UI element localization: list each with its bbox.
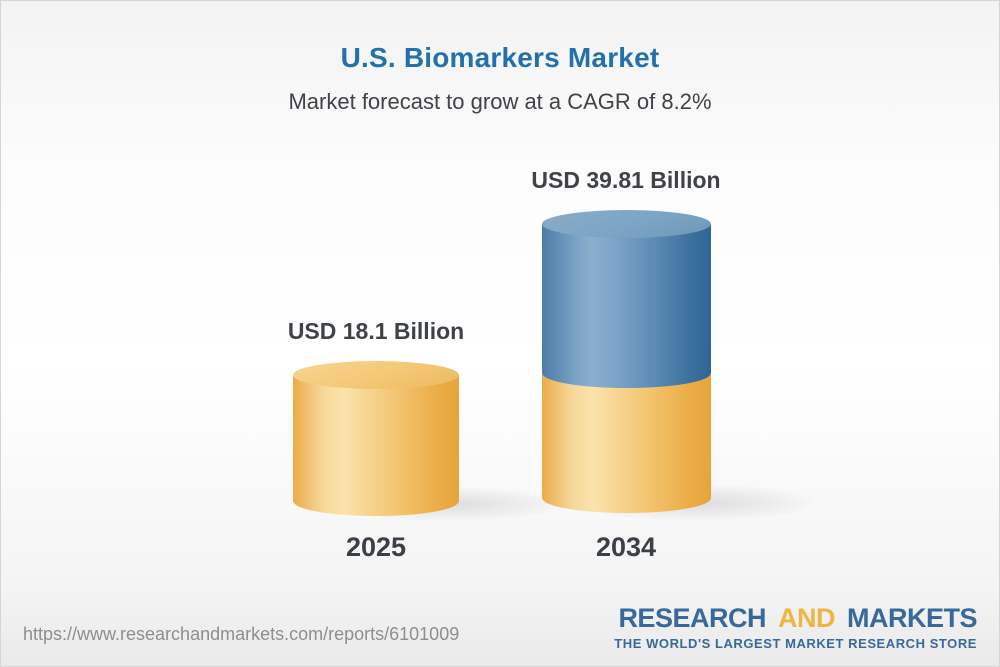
logo-word-research: RESEARCH <box>618 603 766 633</box>
category-label-2025: 2025 <box>345 532 407 562</box>
bar-2034 <box>542 210 711 513</box>
report-url-link[interactable]: https://www.researchandmarkets.com/repor… <box>23 624 460 644</box>
logo-tagline: THE WORLD'S LARGEST MARKET RESEARCH STOR… <box>614 636 977 651</box>
category-label-2034: 2034 <box>595 532 657 562</box>
value-label-2034: USD 39.81 Billion <box>531 167 721 193</box>
page-title: U.S. Biomarkers Market <box>340 42 660 73</box>
bar-2025 <box>293 361 459 516</box>
page-subtitle: Market forecast to grow at a CAGR of 8.2… <box>288 89 712 114</box>
research-and-markets-logo: RESEARCH AND MARKETS THE WORLD'S LARGEST… <box>614 605 977 652</box>
bar-2034-growth-segment <box>542 224 711 388</box>
bar-chart: USD 18.1 Billion USD 39.81 Billion 2025 … <box>1 131 999 571</box>
logo-word-markets: MARKETS <box>847 603 978 633</box>
logo-word-and: AND <box>777 603 836 633</box>
bar-2025-top-face <box>293 361 459 389</box>
logo-wordmark: RESEARCH AND MARKETS <box>614 605 977 632</box>
bar-2034-base-segment <box>542 373 711 513</box>
bar-2025-body <box>293 375 459 516</box>
value-label-2025: USD 18.1 Billion <box>287 318 465 344</box>
bar-2034-top-face <box>542 210 711 238</box>
